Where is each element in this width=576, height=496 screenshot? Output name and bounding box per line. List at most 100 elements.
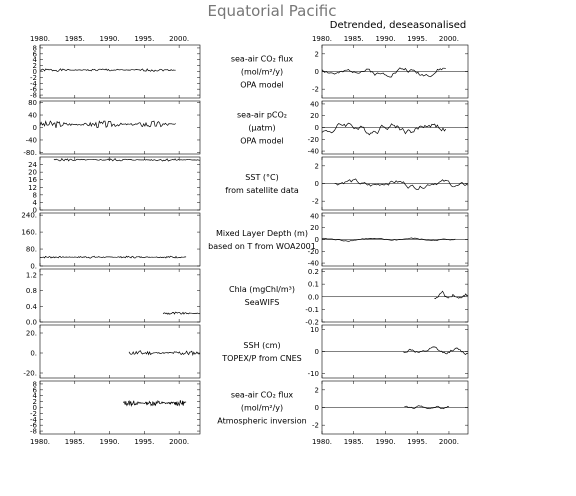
y-tick-label: -20	[308, 248, 319, 256]
y-tick-label: -6	[30, 422, 38, 430]
y-tick-label: -2	[30, 74, 37, 82]
y-tick-label: 4	[33, 392, 38, 400]
y-tick-label: 4	[33, 199, 38, 207]
x-tick-label: 1995.	[407, 438, 427, 446]
right-series-line	[321, 122, 447, 136]
y-tick-label: 40	[310, 212, 319, 220]
y-tick-label: -2	[312, 422, 319, 430]
y-tick-label: 0.	[30, 350, 37, 358]
y-tick-label: 2	[315, 162, 319, 170]
right-panel-7: 2 0 -2	[312, 380, 469, 435]
y-tick-label: 20	[310, 224, 319, 232]
left-panel-5: 1.2 0.8 0.4 0.0	[26, 268, 201, 327]
y-tick-label: -20	[308, 136, 319, 144]
y-tick-label: 0	[33, 404, 37, 412]
x-tick-label: 2000.	[439, 35, 459, 43]
right-panel-2: 40 20 0 -20 -40	[308, 100, 469, 156]
x-tick-label: 1995.	[134, 35, 154, 43]
panel-label-line: SSH (cm)	[243, 341, 280, 350]
y-tick-label: -6	[30, 86, 38, 94]
right-series-line	[334, 178, 469, 190]
left-panel-frame	[39, 212, 201, 267]
right-series-line	[404, 405, 450, 410]
y-tick-label: 0	[315, 348, 319, 356]
left-panel-6: 20. 0. -20.	[23, 324, 201, 379]
panel-label-line: Mixed Layer Depth (m)	[216, 229, 308, 238]
x-tick-label: 2000.	[439, 438, 459, 446]
panel-label-line: SST (°C)	[245, 173, 278, 182]
left-panel-4: 240. 160. 80. 0.	[21, 212, 201, 271]
y-tick-label: 0.8	[26, 287, 37, 295]
y-tick-label: -10	[308, 370, 319, 378]
y-tick-label: -4	[30, 80, 38, 88]
x-tick-label: 1980.	[312, 438, 332, 446]
y-tick-label: 24	[28, 161, 37, 169]
left-panel-frame	[39, 324, 201, 379]
y-tick-label: 240.	[21, 212, 37, 220]
left-panel-frame	[39, 156, 201, 211]
right-series-line	[321, 67, 446, 78]
right-series-line	[321, 237, 456, 242]
panel-label-line: Atmospheric inversion	[217, 417, 306, 426]
y-tick-label: 0	[315, 404, 319, 412]
left-series-line	[39, 255, 187, 259]
right-column-title: Detrended, deseasonalised	[330, 20, 466, 31]
y-tick-label: 160.	[21, 229, 37, 237]
panel-label-line: sea-air CO₂ flux	[231, 391, 294, 400]
left-series-line	[123, 399, 187, 407]
panel-label-line: Chla (mgChl/m³)	[229, 285, 295, 294]
y-tick-label: 10	[310, 326, 319, 334]
y-tick-label: 80.	[26, 246, 37, 254]
y-tick-label: -40	[26, 136, 37, 144]
x-tick-label: 1985.	[65, 35, 85, 43]
y-tick-label: 8	[33, 380, 37, 388]
x-tick-label: 1985.	[344, 438, 364, 446]
y-tick-label: 2	[315, 386, 319, 394]
y-tick-label: 8	[33, 191, 37, 199]
y-tick-label: 0.4	[26, 303, 38, 311]
y-tick-label: 8	[33, 44, 37, 52]
y-tick-label: -2	[30, 410, 37, 418]
panel-label-line: based on T from WOA2001	[208, 242, 316, 251]
right-panel-frame	[321, 268, 469, 323]
x-tick-label: 1990.	[100, 438, 120, 446]
right-panel-3: 2 0 -2	[312, 156, 469, 211]
y-tick-label: 0	[33, 68, 37, 76]
x-tick-label: 1990.	[100, 35, 120, 43]
panel-label-line: OPA model	[240, 81, 284, 90]
y-tick-label: -4	[30, 416, 38, 424]
y-tick-label: 2	[33, 398, 37, 406]
y-tick-label: 12	[28, 184, 37, 192]
panel-label-line: sea-air CO₂ flux	[231, 55, 294, 64]
x-tick-label: 1995.	[407, 35, 427, 43]
y-tick-label: 2	[33, 62, 37, 70]
left-panel-frame	[39, 44, 201, 99]
panel-label-line: (mol/m²/y)	[241, 68, 283, 77]
y-tick-label: 1.2	[26, 271, 37, 279]
y-tick-label: 40	[28, 112, 37, 120]
x-tick-label: 1990.	[375, 35, 395, 43]
x-tick-label: 2000.	[169, 438, 189, 446]
y-tick-label: -2	[312, 198, 319, 206]
y-tick-label: 0	[315, 180, 319, 188]
left-series-line	[162, 311, 201, 315]
y-tick-label: 20.	[26, 330, 37, 338]
y-tick-label: 0.1	[308, 281, 319, 289]
right-panel-5: 0.2 0.1 0.0 -0.1 -0.2	[305, 268, 469, 327]
y-tick-label: 0.	[30, 263, 37, 271]
x-tick-label: 2000.	[169, 35, 189, 43]
panel-label-line: (μatm)	[248, 124, 275, 133]
y-tick-label: -0.2	[305, 319, 319, 327]
y-tick-label: 0	[315, 68, 319, 76]
panel-label-line: SeaWIFS	[245, 298, 280, 307]
y-tick-label: -40	[308, 260, 319, 268]
x-tick-label: 1985.	[65, 438, 85, 446]
panel-label-line: TOPEX/P from CNES	[221, 354, 301, 363]
x-tick-label: 1980.	[30, 438, 50, 446]
y-tick-label: 0	[315, 124, 319, 132]
y-tick-label: -8	[30, 428, 37, 436]
